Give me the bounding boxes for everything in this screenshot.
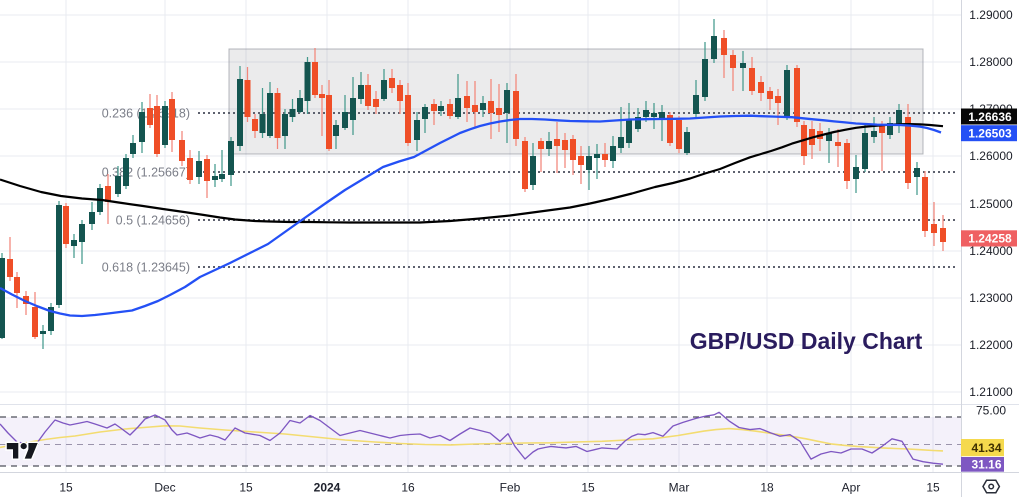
svg-text:75.00: 75.00	[976, 404, 1006, 418]
svg-text:15: 15	[239, 481, 253, 495]
svg-text:Feb: Feb	[500, 481, 521, 495]
svg-text:1.25000: 1.25000	[969, 197, 1013, 211]
svg-text:Apr: Apr	[842, 481, 861, 495]
svg-text:1.26000: 1.26000	[969, 149, 1013, 163]
svg-text:1.21000: 1.21000	[969, 385, 1013, 399]
svg-text:1.22000: 1.22000	[969, 338, 1013, 352]
svg-text:2024: 2024	[314, 481, 341, 495]
svg-text:0.618 (1.23645): 0.618 (1.23645)	[102, 261, 190, 275]
svg-text:18: 18	[760, 481, 774, 495]
svg-text:0.236 (1.26918): 0.236 (1.26918)	[102, 107, 190, 121]
svg-text:31.16: 31.16	[971, 458, 1001, 472]
svg-text:1.26636: 1.26636	[968, 110, 1012, 124]
svg-text:1.29000: 1.29000	[969, 8, 1013, 22]
svg-text:1.24258: 1.24258	[968, 232, 1012, 246]
svg-text:41.34: 41.34	[971, 441, 1001, 455]
svg-text:GBP/USD Daily Chart: GBP/USD Daily Chart	[690, 328, 923, 354]
svg-text:15: 15	[59, 481, 73, 495]
svg-text:1.24000: 1.24000	[969, 244, 1013, 258]
svg-text:Mar: Mar	[669, 481, 690, 495]
svg-text:16: 16	[401, 481, 415, 495]
svg-text:1.28000: 1.28000	[969, 55, 1013, 69]
svg-text:15: 15	[581, 481, 595, 495]
svg-text:1.26503: 1.26503	[968, 127, 1012, 141]
svg-text:0.382 (1.25667): 0.382 (1.25667)	[102, 166, 190, 180]
svg-text:15: 15	[926, 481, 940, 495]
svg-text:0.5 (1.24656): 0.5 (1.24656)	[116, 214, 190, 228]
svg-text:1.23000: 1.23000	[969, 291, 1013, 305]
svg-text:Dec: Dec	[154, 481, 175, 495]
